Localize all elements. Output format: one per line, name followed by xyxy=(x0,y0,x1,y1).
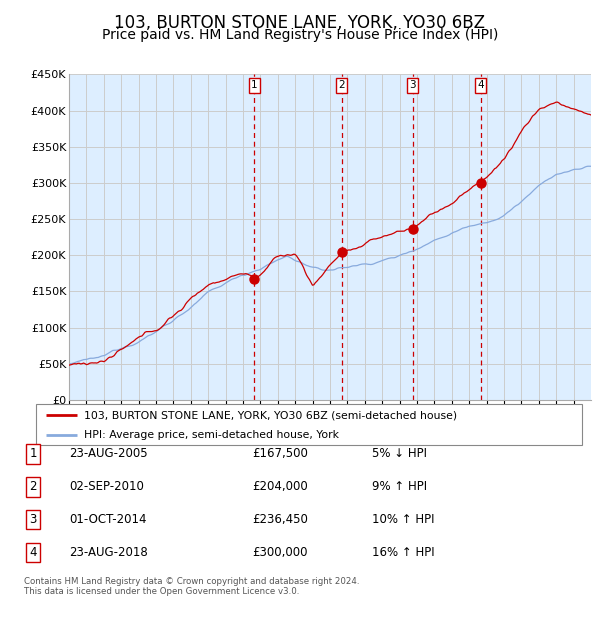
Text: 4: 4 xyxy=(29,546,37,559)
Text: £167,500: £167,500 xyxy=(252,448,308,460)
Text: This data is licensed under the Open Government Licence v3.0.: This data is licensed under the Open Gov… xyxy=(24,587,299,596)
Text: £236,450: £236,450 xyxy=(252,513,308,526)
Text: 3: 3 xyxy=(409,80,416,91)
Text: 9% ↑ HPI: 9% ↑ HPI xyxy=(372,480,427,493)
Text: 1: 1 xyxy=(29,448,37,460)
Text: 4: 4 xyxy=(477,80,484,91)
Text: 1: 1 xyxy=(251,80,257,91)
Text: 5% ↓ HPI: 5% ↓ HPI xyxy=(372,448,427,460)
Text: HPI: Average price, semi-detached house, York: HPI: Average price, semi-detached house,… xyxy=(83,430,338,440)
Text: 2: 2 xyxy=(29,480,37,493)
Text: 10% ↑ HPI: 10% ↑ HPI xyxy=(372,513,434,526)
FancyBboxPatch shape xyxy=(36,404,582,445)
Text: 103, BURTON STONE LANE, YORK, YO30 6BZ (semi-detached house): 103, BURTON STONE LANE, YORK, YO30 6BZ (… xyxy=(83,410,457,420)
Text: £204,000: £204,000 xyxy=(252,480,308,493)
Text: 23-AUG-2005: 23-AUG-2005 xyxy=(69,448,148,460)
Text: £300,000: £300,000 xyxy=(252,546,308,559)
Text: 16% ↑ HPI: 16% ↑ HPI xyxy=(372,546,434,559)
Text: 23-AUG-2018: 23-AUG-2018 xyxy=(69,546,148,559)
Text: Contains HM Land Registry data © Crown copyright and database right 2024.: Contains HM Land Registry data © Crown c… xyxy=(24,577,359,586)
Text: Price paid vs. HM Land Registry's House Price Index (HPI): Price paid vs. HM Land Registry's House … xyxy=(102,28,498,42)
Text: 2: 2 xyxy=(338,80,345,91)
Text: 103, BURTON STONE LANE, YORK, YO30 6BZ: 103, BURTON STONE LANE, YORK, YO30 6BZ xyxy=(115,14,485,32)
Text: 02-SEP-2010: 02-SEP-2010 xyxy=(69,480,144,493)
Text: 3: 3 xyxy=(29,513,37,526)
Text: 01-OCT-2014: 01-OCT-2014 xyxy=(69,513,146,526)
